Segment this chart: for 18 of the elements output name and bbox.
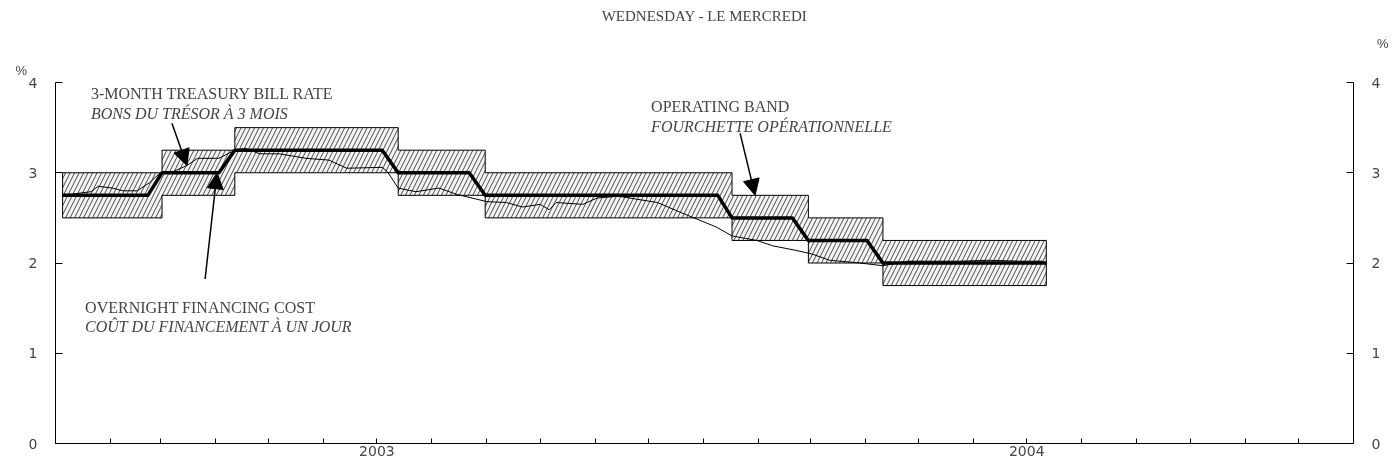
y2-tick-label: 1 bbox=[1371, 345, 1381, 362]
annotation: OPERATING BAND FOURCHETTE OPÉRATIONNELLE bbox=[650, 97, 893, 135]
annotation: 3-MONTH TREASURY BILL RATE BONS DU TRÉSOR À 3 MOIS bbox=[90, 84, 333, 122]
y2-tick-label: 2 bbox=[1371, 255, 1381, 271]
y2-axis-title: % bbox=[1376, 35, 1389, 51]
y2-tick-label: 4 bbox=[1371, 74, 1381, 91]
y-axis-title: % bbox=[15, 62, 28, 78]
y-tick-label: 0 bbox=[28, 435, 38, 452]
chart-title: WEDNESDAY - LE MERCREDI bbox=[601, 7, 807, 24]
x-tick-label: 2003 bbox=[359, 442, 395, 459]
x-tick-label: 2004 bbox=[1008, 442, 1045, 459]
y2-tick-label: 3 bbox=[1371, 164, 1381, 181]
y-tick-label: 1 bbox=[28, 345, 38, 362]
y-tick-label: 3 bbox=[28, 164, 38, 181]
y2-tick-label: 0 bbox=[1371, 435, 1381, 452]
y-tick-label: 2 bbox=[28, 255, 38, 271]
y-tick-label: 4 bbox=[28, 74, 38, 91]
annotation: OVERNIGHT FINANCING COST COÛT DU FINANCEMENT À UN JOUR bbox=[85, 298, 352, 336]
